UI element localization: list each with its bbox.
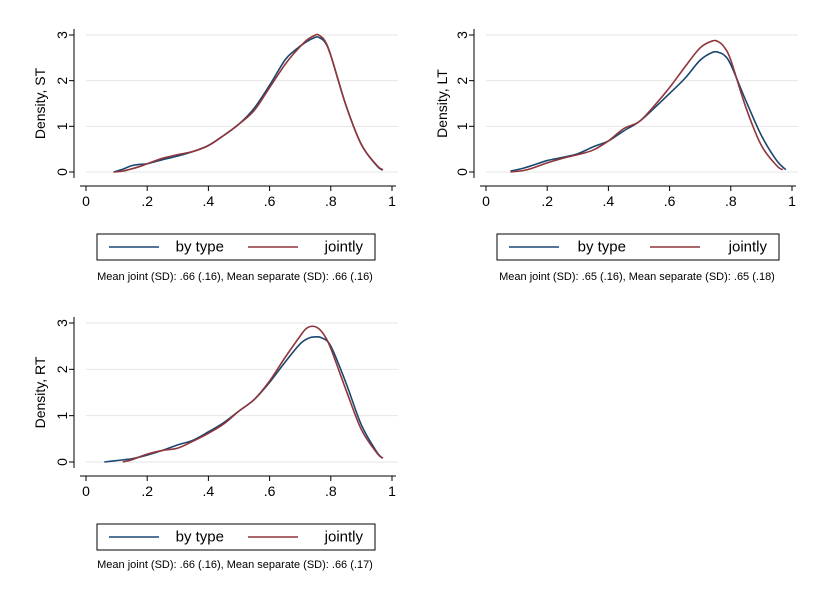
legend-label-jointly: jointly bbox=[728, 239, 768, 256]
legend-label-by-type: by type bbox=[578, 239, 626, 256]
series-line-by-type bbox=[510, 50, 787, 172]
summary-note: Mean joint (SD): .66 (.16), Mean separat… bbox=[97, 559, 373, 571]
x-tick-label-4: .8 bbox=[725, 193, 737, 209]
y-tick-label-0: 0 bbox=[454, 168, 470, 176]
x-tick-label-5: 1 bbox=[788, 193, 796, 209]
y-tick-label-0: 0 bbox=[54, 458, 70, 466]
y-tick-label-3: 3 bbox=[54, 31, 70, 39]
legend-label-by-type: by type bbox=[176, 239, 224, 256]
chart-panel-2: 0 1 2 3 Density, LT 0 .2 .4 .6 .8 1 by type jointly M… bbox=[434, 29, 798, 283]
x-tick-label-0: 0 bbox=[82, 483, 90, 499]
y-tick-label-3: 3 bbox=[54, 319, 70, 327]
summary-note: Mean joint (SD): .65 (.16), Mean separat… bbox=[499, 271, 775, 283]
y-axis-title: Density, ST bbox=[32, 67, 48, 139]
legend: by type jointly bbox=[96, 523, 376, 551]
series-line-by-type bbox=[104, 335, 384, 463]
y-tick-label-2: 2 bbox=[54, 77, 70, 85]
x-tick-label-2: .4 bbox=[603, 193, 615, 209]
summary-note: Mean joint (SD): .66 (.16), Mean separat… bbox=[97, 271, 373, 283]
x-tick-label-5: 1 bbox=[388, 193, 396, 209]
y-tick-label-1: 1 bbox=[454, 122, 470, 130]
x-tick-label-3: .6 bbox=[264, 193, 276, 209]
legend: by type jointly bbox=[96, 233, 376, 261]
y-tick-label-2: 2 bbox=[454, 77, 470, 85]
y-tick-label-1: 1 bbox=[54, 412, 70, 420]
y-tick-label-3: 3 bbox=[454, 31, 470, 39]
y-axis-title: Density, LT bbox=[434, 69, 450, 138]
legend-label-jointly: jointly bbox=[324, 529, 364, 546]
x-tick-label-0: 0 bbox=[82, 193, 90, 209]
series-line-jointly bbox=[122, 325, 384, 463]
y-tick-label-0: 0 bbox=[54, 168, 70, 176]
x-tick-label-4: .8 bbox=[325, 483, 337, 499]
series-line-jointly bbox=[113, 33, 384, 173]
legend-label-by-type: by type bbox=[176, 529, 224, 546]
x-tick-label-1: .2 bbox=[141, 483, 153, 499]
y-tick-label-1: 1 bbox=[54, 122, 70, 130]
x-tick-label-2: .4 bbox=[203, 193, 215, 209]
series-line-by-type bbox=[113, 35, 384, 173]
legend: by type jointly bbox=[496, 233, 780, 261]
x-tick-label-0: 0 bbox=[482, 193, 490, 209]
x-tick-label-2: .4 bbox=[203, 483, 215, 499]
x-tick-label-1: .2 bbox=[141, 193, 153, 209]
x-tick-label-3: .6 bbox=[264, 483, 276, 499]
legend-label-jointly: jointly bbox=[324, 239, 364, 256]
x-tick-label-5: 1 bbox=[388, 483, 396, 499]
series-line-jointly bbox=[510, 39, 784, 173]
y-axis-title: Density, RT bbox=[32, 356, 48, 428]
chart-panel-1: 0 1 2 3 Density, ST 0 .2 .4 .6 .8 1 by type jointly M… bbox=[32, 29, 398, 283]
y-tick-label-2: 2 bbox=[54, 365, 70, 373]
x-tick-label-4: .8 bbox=[325, 193, 337, 209]
x-tick-label-3: .6 bbox=[664, 193, 676, 209]
x-tick-label-1: .2 bbox=[541, 193, 553, 209]
chart-panel-3: 0 1 2 3 Density, RT 0 .2 .4 .6 .8 1 by type jointly M… bbox=[32, 317, 398, 571]
